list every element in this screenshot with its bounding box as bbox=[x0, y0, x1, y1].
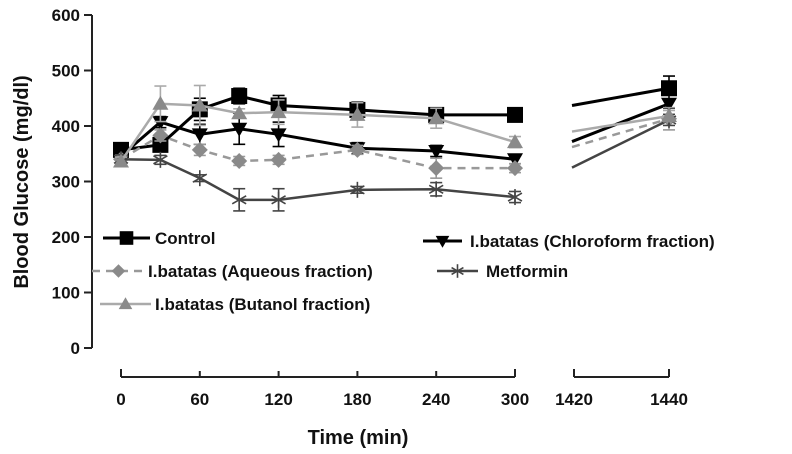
data-point bbox=[113, 153, 129, 168]
data-point bbox=[231, 152, 248, 169]
series-line bbox=[120, 134, 515, 170]
data-point bbox=[661, 108, 677, 123]
x-tick-label: 0 bbox=[116, 390, 125, 409]
data-point bbox=[191, 141, 208, 158]
series-metformin bbox=[113, 111, 677, 212]
series-line-late bbox=[571, 117, 670, 149]
x-tick-label: 240 bbox=[422, 390, 450, 409]
data-point bbox=[507, 134, 523, 149]
legend-item: Control bbox=[103, 229, 215, 248]
legend-marker bbox=[111, 264, 126, 278]
series-line-late bbox=[571, 118, 670, 169]
data-point bbox=[153, 151, 168, 168]
y-tick-label: 600 bbox=[52, 6, 80, 25]
x-tick-label: 120 bbox=[264, 390, 292, 409]
legend-item: I.batatas (Chloroform fraction) bbox=[423, 232, 715, 251]
data-point bbox=[271, 191, 286, 208]
series-line bbox=[119, 102, 516, 163]
y-tick-label: 0 bbox=[71, 339, 80, 358]
x-tick-label: 180 bbox=[343, 390, 371, 409]
data-point bbox=[231, 105, 248, 120]
legend-label: Metformin bbox=[486, 262, 568, 281]
legend-marker bbox=[119, 231, 134, 245]
y-tick-label: 200 bbox=[52, 228, 80, 247]
data-point bbox=[428, 144, 445, 159]
axes: 0 100 200 300 400 500 600 0 60 120 180 240 300 1420 14… bbox=[52, 6, 688, 409]
legend-item: I.batatas (Butanol fraction) bbox=[100, 295, 370, 314]
data-point bbox=[661, 80, 677, 97]
data-point bbox=[428, 181, 444, 198]
legend-label: I.batatas (Aqueous fraction) bbox=[148, 262, 373, 281]
data-point bbox=[191, 97, 208, 112]
y-tick-label: 100 bbox=[52, 284, 80, 303]
data-point bbox=[428, 160, 445, 177]
legend-label: I.batatas (Butanol fraction) bbox=[155, 295, 370, 314]
legend-item: Metformin bbox=[437, 262, 568, 281]
data-point bbox=[231, 88, 248, 105]
data-point bbox=[507, 106, 523, 123]
series-line bbox=[120, 158, 516, 202]
x-tick-label: 300 bbox=[501, 390, 529, 409]
legend-marker bbox=[118, 297, 133, 310]
legend-marker bbox=[435, 235, 450, 248]
data-point bbox=[661, 97, 677, 112]
data-point bbox=[152, 116, 169, 131]
legend-label: I.batatas (Chloroform fraction) bbox=[470, 232, 715, 251]
data-point bbox=[270, 151, 287, 168]
data-point bbox=[350, 181, 365, 198]
data-point bbox=[152, 127, 169, 144]
data-point bbox=[270, 128, 287, 143]
data-point bbox=[349, 141, 366, 158]
data-point bbox=[349, 106, 366, 121]
x-tick-label: 60 bbox=[190, 390, 209, 409]
series-line-late bbox=[571, 114, 670, 133]
data-point bbox=[507, 189, 523, 206]
series-line-late bbox=[571, 86, 670, 107]
y-tick-label: 400 bbox=[52, 117, 80, 136]
series-i-batatas-butanol-fraction- bbox=[113, 84, 677, 168]
legend-marker bbox=[451, 264, 464, 278]
data-point bbox=[507, 160, 523, 177]
series-line bbox=[120, 120, 516, 161]
y-axis-title: Blood Glucose (mg/dl) bbox=[11, 75, 33, 288]
x-tick-label: 1420 bbox=[555, 390, 593, 409]
y-tick-label: 500 bbox=[52, 62, 80, 81]
data-point bbox=[192, 170, 208, 187]
data-point bbox=[231, 191, 247, 208]
data-point bbox=[152, 95, 169, 110]
data-point bbox=[231, 122, 248, 137]
data-point bbox=[270, 104, 287, 119]
x-axis-title: Time (min) bbox=[308, 427, 409, 449]
series-i-batatas-aqueous-fraction- bbox=[113, 106, 677, 179]
y-tick-label: 300 bbox=[52, 173, 80, 192]
x-tick-label: 1440 bbox=[650, 390, 688, 409]
legend-item: I.batatas (Aqueous fraction) bbox=[92, 262, 373, 281]
legend-label: Control bbox=[155, 229, 215, 248]
series-layer bbox=[113, 75, 677, 212]
data-point bbox=[428, 110, 445, 125]
data-point bbox=[191, 128, 208, 143]
legend: Control I.batatas (Chloroform fraction) I.… bbox=[92, 229, 715, 314]
